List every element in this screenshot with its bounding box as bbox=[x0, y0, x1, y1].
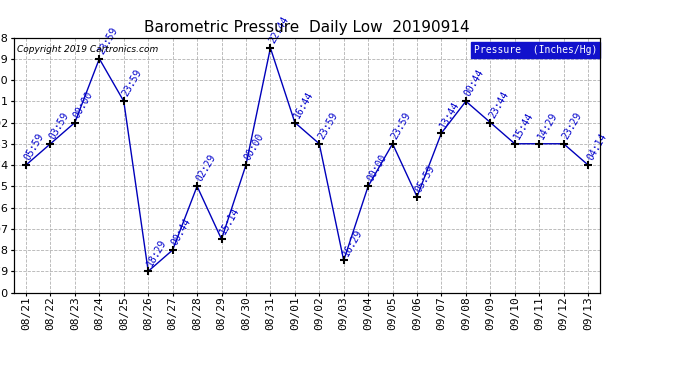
Text: 00:00: 00:00 bbox=[365, 153, 388, 183]
Text: 00:00: 00:00 bbox=[72, 89, 95, 120]
Text: 16:44: 16:44 bbox=[292, 89, 315, 120]
Text: 23:59: 23:59 bbox=[96, 26, 119, 56]
Text: 18:29: 18:29 bbox=[145, 238, 168, 268]
Text: 00:44: 00:44 bbox=[170, 217, 193, 247]
Text: 00:44: 00:44 bbox=[463, 68, 486, 99]
Text: 23:44: 23:44 bbox=[487, 89, 511, 120]
Text: 03:59: 03:59 bbox=[48, 111, 70, 141]
Text: 05:59: 05:59 bbox=[23, 132, 46, 162]
Text: 16:29: 16:29 bbox=[341, 227, 364, 258]
Text: 14:29: 14:29 bbox=[536, 111, 560, 141]
Text: 02:29: 02:29 bbox=[194, 153, 217, 183]
Text: 05:59: 05:59 bbox=[414, 164, 437, 194]
Text: 04:14: 04:14 bbox=[585, 132, 609, 162]
Text: 23:29: 23:29 bbox=[560, 111, 584, 141]
Text: 13:44: 13:44 bbox=[438, 100, 462, 130]
Text: 15:14: 15:14 bbox=[219, 206, 241, 236]
Text: 00:00: 00:00 bbox=[243, 132, 266, 162]
Text: Pressure  (Inches/Hg): Pressure (Inches/Hg) bbox=[474, 45, 598, 55]
Text: 22:44: 22:44 bbox=[267, 15, 290, 45]
Text: Copyright 2019 Cartronics.com: Copyright 2019 Cartronics.com bbox=[17, 45, 158, 54]
Text: 23:59: 23:59 bbox=[316, 111, 339, 141]
Text: 23:59: 23:59 bbox=[389, 111, 413, 141]
Text: 15:44: 15:44 bbox=[512, 111, 535, 141]
Text: 23:59: 23:59 bbox=[121, 68, 144, 99]
Title: Barometric Pressure  Daily Low  20190914: Barometric Pressure Daily Low 20190914 bbox=[144, 20, 470, 35]
